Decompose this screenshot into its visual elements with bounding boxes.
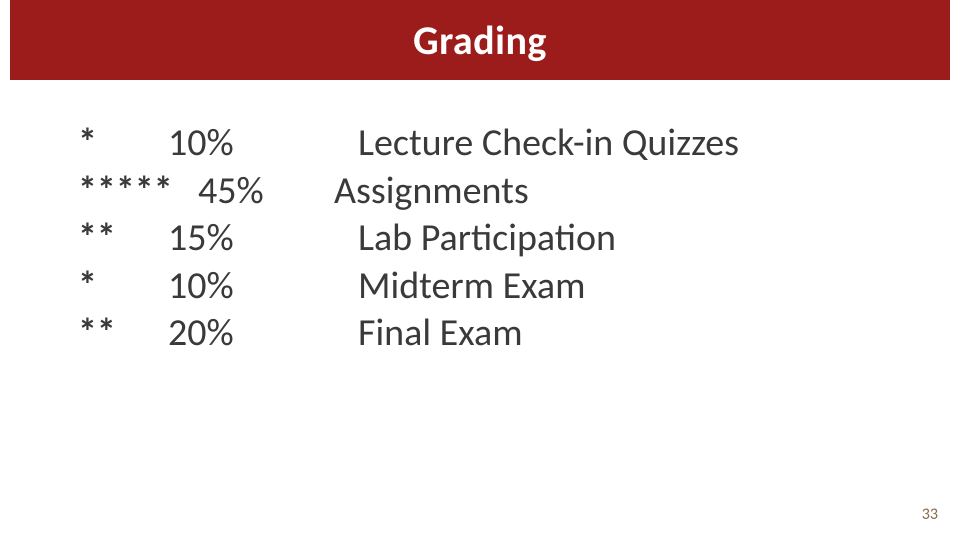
weight-percent: 10% xyxy=(168,263,358,311)
weight-stars: ** xyxy=(78,215,168,263)
weight-label: Midterm Exam xyxy=(358,263,900,311)
grading-list: * 10% Lecture Check-in Quizzes ***** 45%… xyxy=(78,120,900,358)
weight-stars: * xyxy=(78,263,168,311)
weight-label: Assignments xyxy=(334,168,900,216)
grading-row: * 10% Lecture Check-in Quizzes xyxy=(78,120,900,168)
grading-row: * 10% Midterm Exam xyxy=(78,263,900,311)
weight-percent: 15% xyxy=(168,215,358,263)
weight-percent: 45% xyxy=(168,168,334,216)
weight-label: Final Exam xyxy=(358,310,900,358)
grading-row: ** 20% Final Exam xyxy=(78,310,900,358)
weight-stars: ** xyxy=(78,310,168,358)
page-title: Grading xyxy=(413,16,547,65)
title-bar: Grading xyxy=(10,0,950,80)
page-number: 33 xyxy=(922,505,938,524)
weight-stars: ***** xyxy=(78,168,168,216)
weight-percent: 10% xyxy=(168,120,358,168)
grading-row: ** 15% Lab Participation xyxy=(78,215,900,263)
weight-label: Lab Participation xyxy=(358,215,900,263)
weight-stars: * xyxy=(78,120,168,168)
grading-row: ***** 45% Assignments xyxy=(78,168,900,216)
weight-label: Lecture Check-in Quizzes xyxy=(358,120,900,168)
weight-percent: 20% xyxy=(168,310,358,358)
